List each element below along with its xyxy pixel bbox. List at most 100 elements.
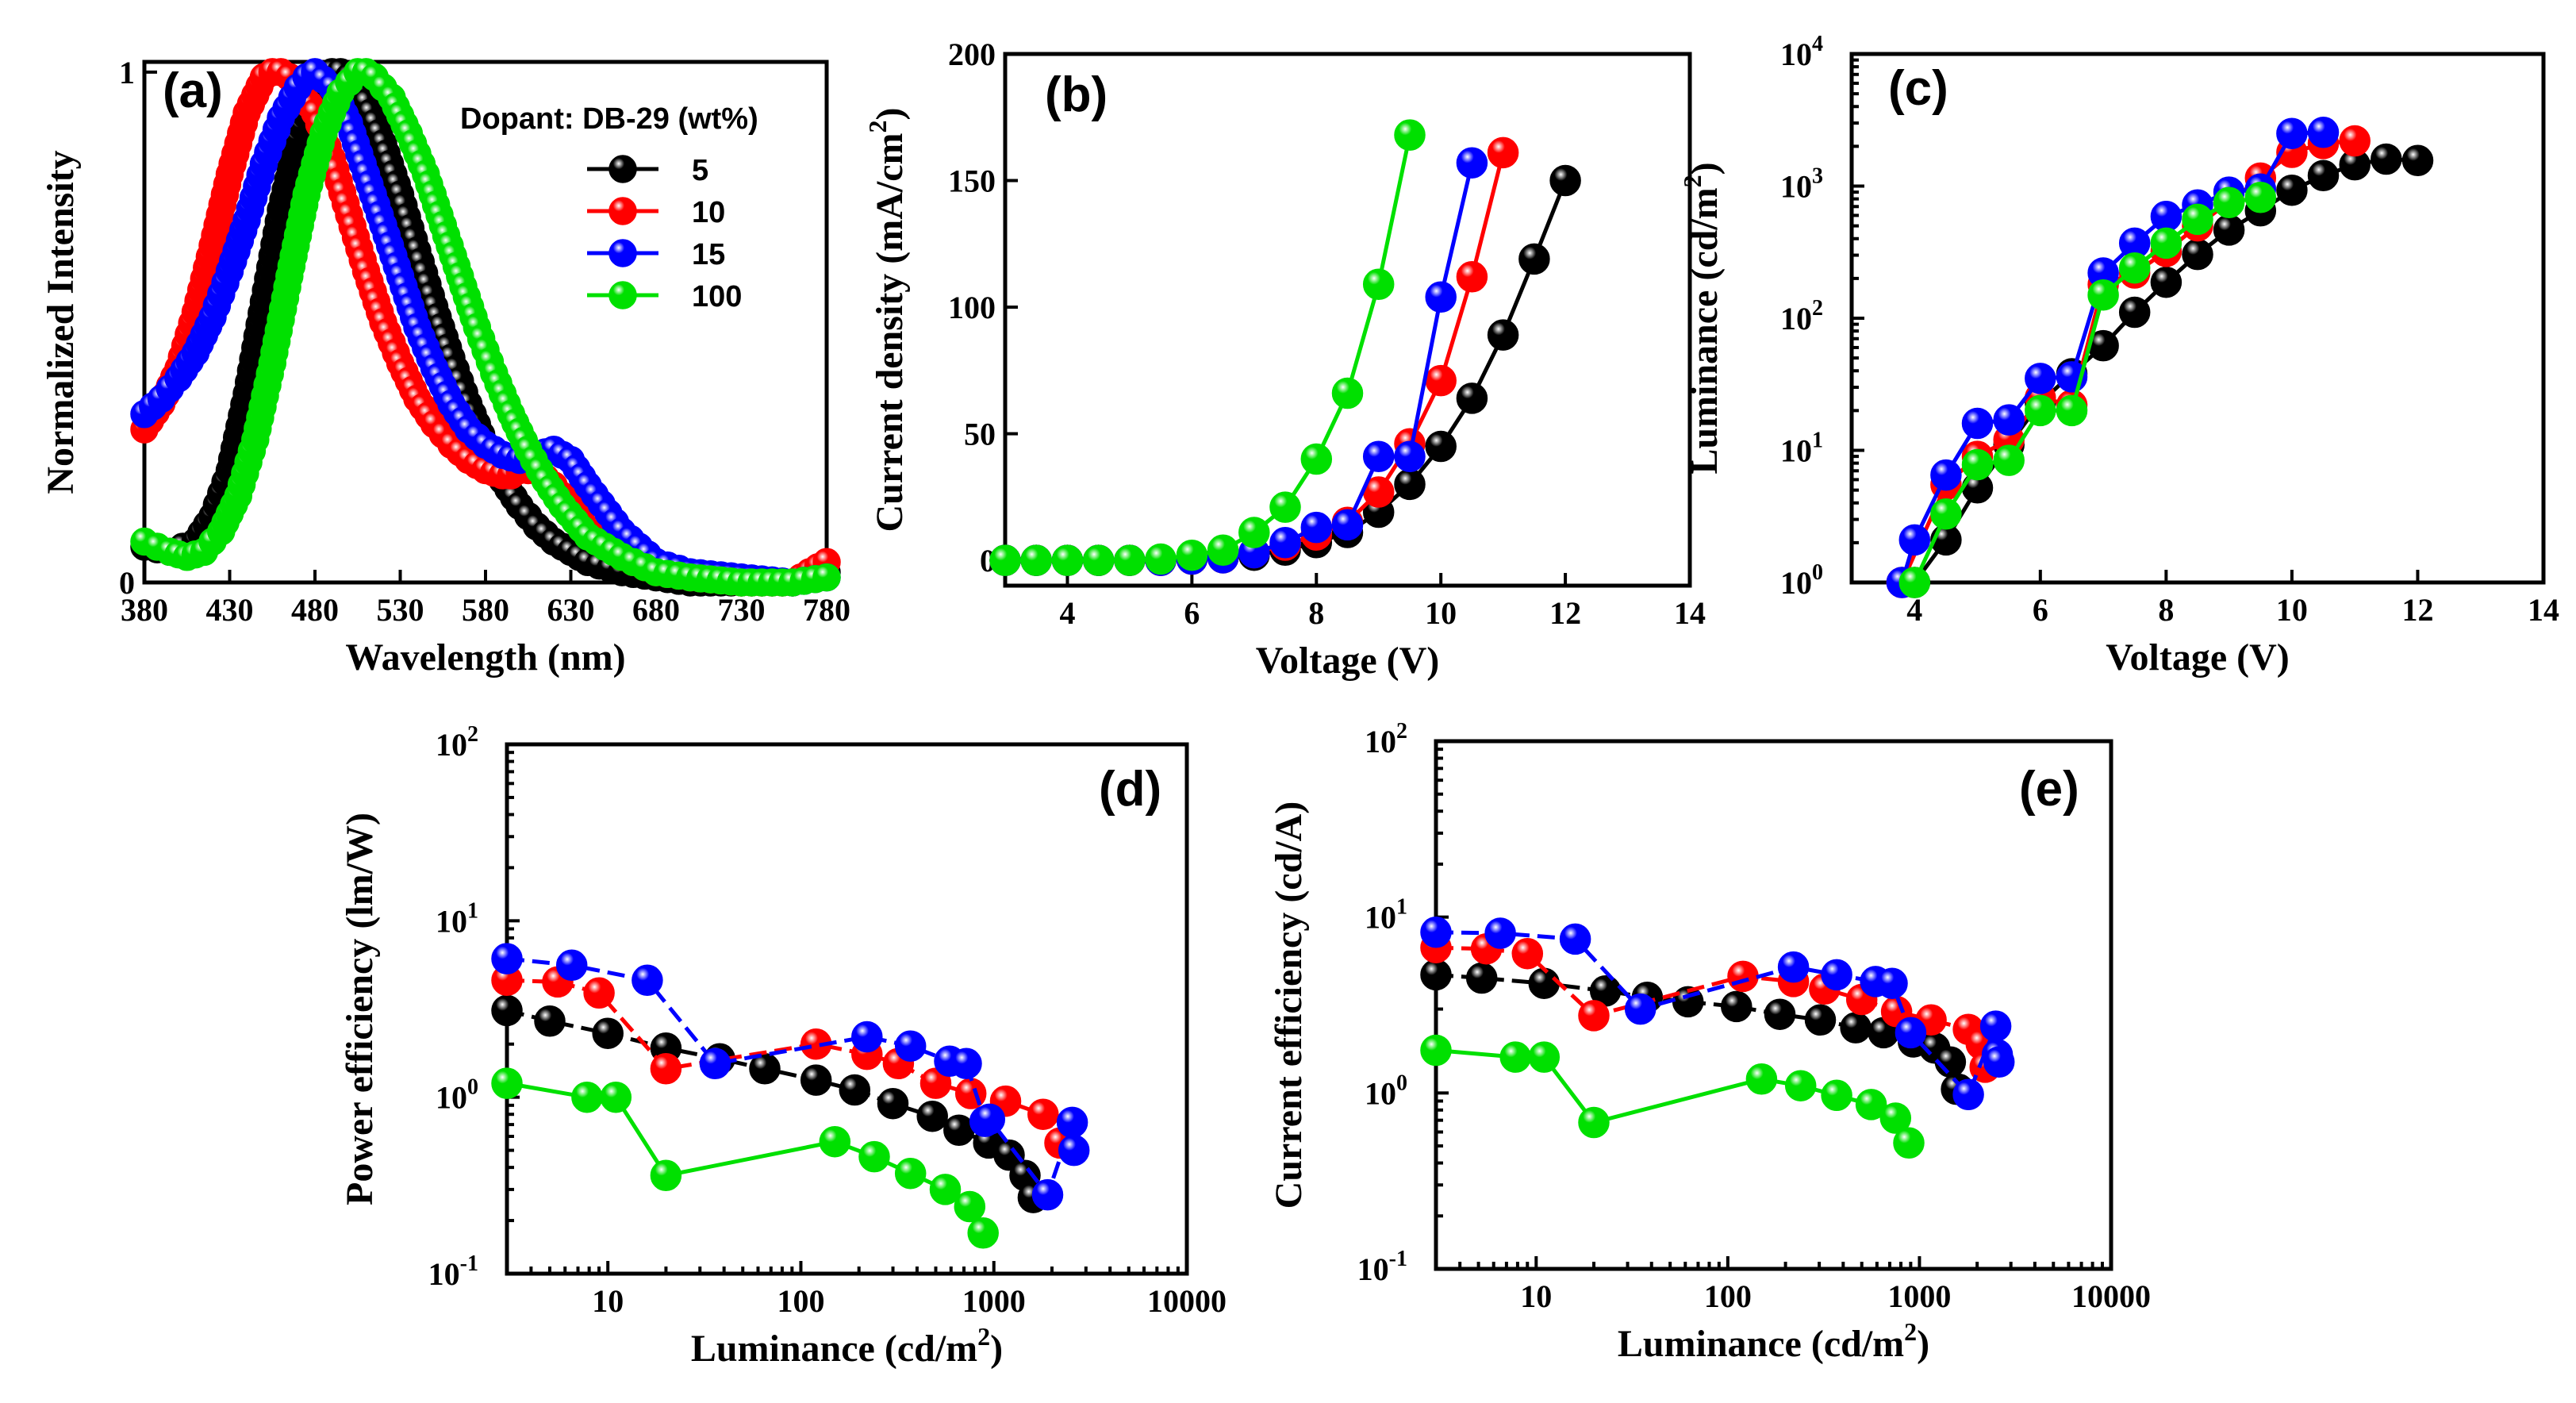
y-axis-title-c: Luminance (cd/m2)	[1678, 162, 1726, 474]
data-point-b-5	[1425, 430, 1457, 463]
data-point-e-10	[1727, 960, 1759, 993]
data-point-b-100	[1207, 534, 1239, 567]
data-point-c-5	[2213, 214, 2245, 246]
x-tick-label-b: 14	[1674, 595, 1706, 631]
y-axis-title-a: Normalized Intensity	[40, 150, 82, 494]
data-point-b-15	[1425, 281, 1457, 313]
data-point-e-15	[1979, 1010, 2012, 1042]
data-point-b-5	[1456, 382, 1488, 414]
y-tick-label-d: 102	[436, 722, 478, 763]
y-axis-title-b: Current density (mA/cm2)	[863, 107, 911, 532]
data-point-e-100	[1893, 1127, 1925, 1159]
x-tick-label-c: 4	[1906, 592, 1922, 628]
y-tick-label-e: 10-1	[1357, 1247, 1407, 1287]
data-point-e-100	[1821, 1079, 1852, 1112]
data-point-d-100	[491, 1067, 523, 1099]
data-point-e-5	[1420, 959, 1452, 991]
data-point-b-15	[1394, 440, 1426, 473]
data-point-d-100	[650, 1159, 682, 1192]
data-point-d-15	[555, 949, 588, 982]
data-point-d-15	[950, 1047, 982, 1080]
data-point-c-15	[2307, 117, 2340, 148]
data-point-c-5	[2118, 296, 2151, 329]
x-axis-title-c: Voltage (V)	[2106, 636, 2290, 678]
y-axis-title-e: Current efficiency (cd/A)	[1268, 801, 1310, 1209]
legend-label-100: 100	[692, 280, 742, 313]
legend-label-5: 5	[692, 154, 708, 187]
data-point-b-100	[1114, 544, 1146, 576]
data-point-b-15	[1269, 527, 1301, 559]
y-tick-label-a: 0	[119, 565, 135, 601]
data-point-c-5	[2401, 144, 2434, 177]
data-point-e-100	[1420, 1034, 1452, 1067]
x-tick-label-a: 580	[462, 592, 509, 628]
x-tick-label-c: 10	[2276, 592, 2308, 628]
series-line-b-15	[1005, 162, 1474, 563]
x-tick-label-d: 100	[777, 1283, 824, 1319]
data-point-b-100	[1082, 544, 1115, 576]
x-tick-label-b: 8	[1308, 595, 1324, 631]
x-tick-label-d: 1000	[962, 1283, 1026, 1319]
data-point-d-100	[967, 1217, 999, 1249]
data-point-d-100	[929, 1174, 962, 1205]
data-point-d-10	[650, 1053, 682, 1085]
data-point-b-5	[1394, 468, 1426, 501]
data-point-b-10	[1456, 261, 1488, 293]
panel-b: 4 6 8 10 12 14 0 50 100 150 200 Voltage (V) Current …	[863, 37, 1706, 682]
data-point-e-15	[1420, 917, 1452, 948]
data-point-c-100	[1961, 448, 1994, 481]
x-axis-title-d: Luminance (cd/m2)	[691, 1322, 1003, 1370]
y-tick-label-c: 102	[1780, 296, 1823, 336]
data-point-b-15	[1456, 147, 1488, 179]
data-point-d-5	[534, 1005, 566, 1037]
data-point-d-15	[1031, 1178, 1064, 1211]
x-axis-title-a: Wavelength (nm)	[345, 636, 625, 678]
series-group-d	[491, 943, 1090, 1249]
panel-label-c: (c)	[1888, 61, 1948, 116]
data-point-e-10	[1511, 937, 1544, 970]
x-tick-label-a: 480	[291, 592, 339, 628]
x-tick-label-b: 6	[1184, 595, 1200, 631]
data-point-c-100	[2244, 182, 2277, 213]
data-point-d-15	[632, 964, 663, 997]
x-axis-title-b: Voltage (V)	[1256, 640, 1440, 682]
data-point-c-100	[2118, 252, 2151, 284]
data-point-c-15	[2025, 363, 2056, 394]
data-point-b-100	[1051, 544, 1084, 576]
data-point-e-15	[1895, 1017, 1927, 1049]
panel-label-b: (b)	[1045, 67, 1108, 122]
data-point-e-100	[1745, 1063, 1778, 1095]
data-point-b-100	[1362, 268, 1395, 301]
x-tick-label-a: 680	[632, 592, 680, 628]
data-point-c-15	[1961, 407, 1994, 440]
x-tick-label-c: 8	[2158, 592, 2174, 628]
series-group-a	[130, 58, 841, 597]
data-point-d-5	[839, 1074, 871, 1106]
data-point-b-100	[1331, 377, 1364, 409]
data-point-e-100	[1528, 1041, 1561, 1073]
data-point-c-15	[1993, 404, 2025, 436]
data-point-c-15	[2276, 117, 2308, 149]
x-tick-label-d: 10	[592, 1283, 624, 1319]
x-tick-label-a: 530	[377, 592, 424, 628]
y-tick-label-c: 103	[1780, 164, 1823, 205]
data-point-e-5	[1721, 990, 1753, 1023]
data-point-b-100	[1145, 543, 1177, 575]
data-point-e-100	[1578, 1106, 1610, 1139]
data-point-e-15	[1821, 959, 1852, 991]
data-point-b-10	[1487, 136, 1519, 169]
panel-e: 10 100 1000 10000 10-1 100 101 102 Luminance (cd…	[1268, 719, 2151, 1365]
data-point-e-15	[1559, 923, 1591, 955]
y-tick-label-b: 200	[948, 37, 996, 72]
data-point-c-100	[2182, 203, 2213, 236]
data-point-e-100	[1879, 1102, 1912, 1134]
plot-area-d	[505, 742, 1189, 1276]
legend-swatch-marker	[608, 239, 637, 267]
panel-a: 380 430 480 530 580 630 680 730 780 0 1 Wavelength …	[40, 55, 850, 678]
y-tick-label-e: 100	[1365, 1071, 1407, 1111]
data-point-d-15	[491, 943, 523, 974]
data-point-c-100	[1993, 444, 2025, 476]
data-point-e-5	[1465, 962, 1498, 994]
data-point-e-100	[1499, 1041, 1531, 1073]
